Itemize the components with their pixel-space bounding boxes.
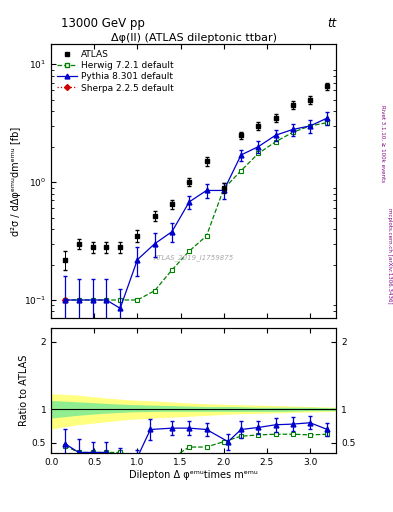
Herwig 7.2.1 default bbox=[62, 297, 67, 303]
Line: Herwig 7.2.1 default: Herwig 7.2.1 default bbox=[62, 120, 330, 303]
Herwig 7.2.1 default bbox=[104, 297, 109, 303]
Herwig 7.2.1 default bbox=[221, 186, 226, 192]
Y-axis label: Ratio to ATLAS: Ratio to ATLAS bbox=[19, 355, 29, 426]
Herwig 7.2.1 default bbox=[239, 167, 243, 174]
Text: mcplots.cern.ch [arXiv:1306.3436]: mcplots.cern.ch [arXiv:1306.3436] bbox=[387, 208, 392, 304]
Text: ATLAS_2019_I1759875: ATLAS_2019_I1759875 bbox=[153, 254, 234, 261]
Herwig 7.2.1 default bbox=[290, 129, 295, 135]
Herwig 7.2.1 default bbox=[325, 119, 330, 125]
Herwig 7.2.1 default bbox=[118, 297, 123, 303]
Herwig 7.2.1 default bbox=[256, 151, 261, 157]
Herwig 7.2.1 default bbox=[308, 123, 312, 129]
Text: Rivet 3.1.10, ≥ 100k events: Rivet 3.1.10, ≥ 100k events bbox=[381, 105, 386, 182]
Herwig 7.2.1 default bbox=[76, 297, 81, 303]
X-axis label: Dilepton Δ φᵉᵐᵘtimes mᵉᵐᵘ: Dilepton Δ φᵉᵐᵘtimes mᵉᵐᵘ bbox=[129, 470, 258, 480]
Herwig 7.2.1 default bbox=[187, 248, 192, 254]
Y-axis label: d²σ / dΔφᵉᵐᵘdmᵉᵐᵘ [fb]: d²σ / dΔφᵉᵐᵘdmᵉᵐᵘ [fb] bbox=[11, 126, 21, 236]
Title: Δφ(ll) (ATLAS dileptonic ttbar): Δφ(ll) (ATLAS dileptonic ttbar) bbox=[110, 33, 277, 42]
Text: tt: tt bbox=[327, 17, 336, 30]
Herwig 7.2.1 default bbox=[204, 233, 209, 239]
Legend: ATLAS, Herwig 7.2.1 default, Pythia 8.301 default, Sherpa 2.2.5 default: ATLAS, Herwig 7.2.1 default, Pythia 8.30… bbox=[55, 48, 175, 94]
Herwig 7.2.1 default bbox=[170, 267, 174, 273]
Herwig 7.2.1 default bbox=[135, 297, 140, 303]
Herwig 7.2.1 default bbox=[152, 288, 157, 294]
Herwig 7.2.1 default bbox=[273, 139, 278, 145]
Herwig 7.2.1 default bbox=[90, 297, 95, 303]
Text: 13000 GeV pp: 13000 GeV pp bbox=[61, 17, 145, 30]
